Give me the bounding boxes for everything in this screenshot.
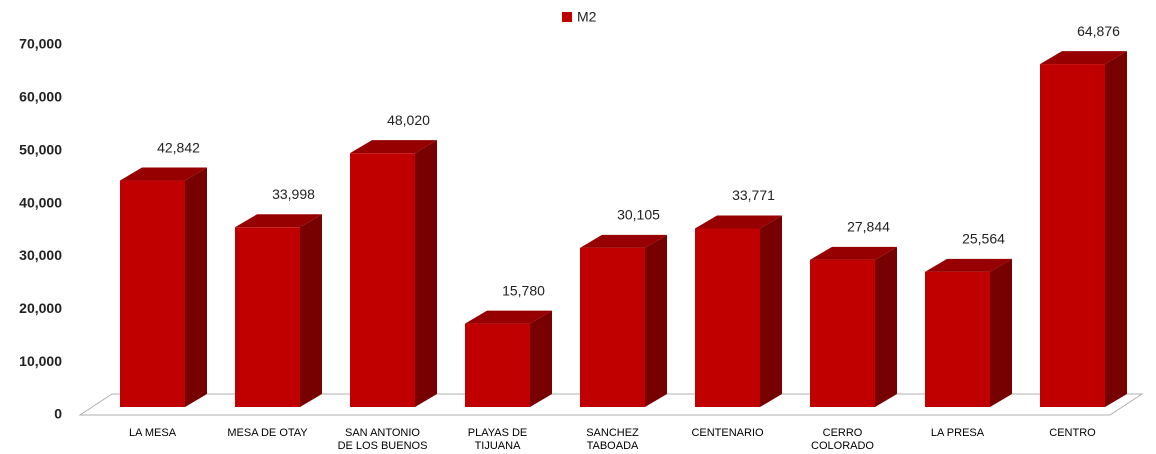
value-label: 25,564 xyxy=(962,231,1005,247)
y-tick-label: 40,000 xyxy=(19,194,62,210)
value-label: 33,771 xyxy=(732,187,775,203)
value-label: 27,844 xyxy=(847,219,890,235)
x-tick-label: SAN ANTONIO DE LOS BUENOS xyxy=(337,427,428,452)
bar xyxy=(695,228,760,407)
bar-top xyxy=(925,258,1012,272)
bar-top xyxy=(580,234,667,248)
legend-label: M2 xyxy=(577,9,597,25)
x-tick-label: SANCHEZ TABOADA xyxy=(586,427,639,452)
x-tick-label: LA MESA xyxy=(128,427,177,439)
bar xyxy=(925,271,990,407)
floor xyxy=(78,393,1144,416)
bar xyxy=(235,227,300,407)
x-tick-label: PLAYAS DE TIJUANA xyxy=(467,427,528,452)
bar-side xyxy=(990,258,1012,407)
y-tick-label: 60,000 xyxy=(19,89,62,105)
bar-side xyxy=(645,234,667,407)
bar xyxy=(120,180,185,407)
value-label: 15,780 xyxy=(502,282,545,298)
value-label: 64,876 xyxy=(1077,23,1120,39)
y-tick-label: 50,000 xyxy=(19,141,62,157)
bar-top xyxy=(235,214,322,228)
x-tick-label: MESA DE OTAY xyxy=(227,427,308,439)
value-label: 48,020 xyxy=(387,112,430,128)
bar-top xyxy=(695,215,782,229)
bar-top xyxy=(465,310,552,324)
y-tick-label: 70,000 xyxy=(19,36,62,52)
bar xyxy=(1040,64,1105,408)
bar-side xyxy=(760,215,782,407)
x-tick-label: CENTENARIO xyxy=(691,427,764,439)
x-tick-label: CERRO COLORADO xyxy=(811,427,874,452)
y-tick-label: 10,000 xyxy=(19,353,62,369)
value-label: 33,998 xyxy=(272,186,315,202)
bar-top xyxy=(1040,51,1127,65)
bar-top xyxy=(120,167,207,181)
value-label: 30,105 xyxy=(617,207,660,223)
bar-side xyxy=(300,214,322,407)
bar-top xyxy=(350,140,437,154)
bar-top xyxy=(810,246,897,260)
bar-side xyxy=(415,140,437,407)
legend-swatch xyxy=(562,12,572,22)
bar-side xyxy=(185,167,207,407)
y-tick-label: 0 xyxy=(54,406,62,422)
x-tick-label: CENTRO xyxy=(1049,427,1096,439)
y-tick-label: 20,000 xyxy=(19,300,62,316)
bar xyxy=(350,153,415,407)
bar xyxy=(465,323,530,407)
value-label: 42,842 xyxy=(157,139,200,155)
bar xyxy=(580,247,645,407)
bar-side xyxy=(530,310,552,407)
bar-side xyxy=(875,246,897,407)
bar-side xyxy=(1105,51,1127,408)
bar xyxy=(810,259,875,407)
x-tick-label: LA PRESA xyxy=(930,427,985,439)
y-tick-label: 30,000 xyxy=(19,247,62,263)
